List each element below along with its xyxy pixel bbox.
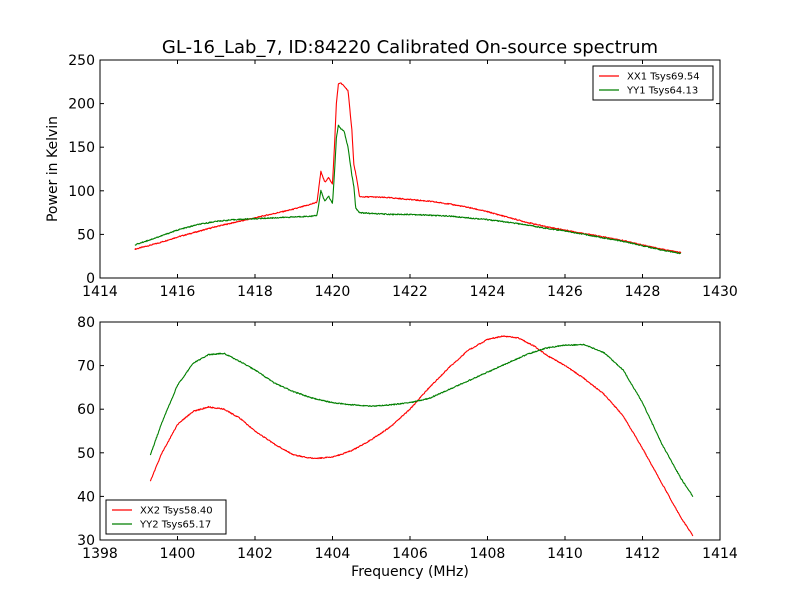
legend-entry-label: YY2 Tsys65.17 <box>139 520 211 531</box>
series-line-2 <box>149 343 694 498</box>
legend-entry-label: YY1 Tsys64.13 <box>626 86 698 97</box>
x-tick-label: 1416 <box>160 284 196 300</box>
series-line-1 <box>149 335 694 537</box>
y-tick-label: 70 <box>77 359 95 375</box>
y-tick-label: 80 <box>77 315 95 331</box>
x-tick-label: 1408 <box>470 546 506 562</box>
y-tick-label: 60 <box>77 402 95 418</box>
x-tick-label: 1428 <box>625 284 661 300</box>
x-tick-label: 1424 <box>470 284 506 300</box>
top-spectrum-panel: 1414 1416 1418 1420 1422 1424 1426 1428 1430 0 50 1… <box>45 53 738 300</box>
y-tick-label: 40 <box>77 489 95 505</box>
x-tick-label: 1414 <box>82 284 118 300</box>
y-tick-label: 250 <box>68 53 95 69</box>
x-tick-label: 1422 <box>392 284 428 300</box>
figure-title: GL-16_Lab_7, ID:84220 Calibrated On-sour… <box>162 37 658 58</box>
y-tick-label: 50 <box>77 446 95 462</box>
legend-entry-label: XX1 Tsys69.54 <box>627 72 700 83</box>
x-axis-label: Frequency (MHz) <box>351 564 469 580</box>
y-tick-label: 200 <box>68 97 95 113</box>
x-tick-label: 1412 <box>625 546 661 562</box>
legend-entry-label: XX2 Tsys58.40 <box>140 506 213 517</box>
x-tick-label: 1400 <box>160 546 196 562</box>
legend: XX2 Tsys58.40 YY2 Tsys65.17 <box>105 499 227 535</box>
x-tick-label: 1406 <box>392 546 428 562</box>
x-tick-label: 1420 <box>315 284 351 300</box>
y-tick-label: 50 <box>77 227 95 243</box>
x-tick-label: 1410 <box>547 546 583 562</box>
y-tick-label: 150 <box>68 140 95 156</box>
x-tick-label: 1414 <box>702 546 738 562</box>
x-tick-label: 1418 <box>237 284 273 300</box>
bottom-spectrum-panel: 1398 1400 1402 1404 1406 1408 1410 1412 1414 30 40… <box>77 315 738 580</box>
x-tick-label: 1398 <box>82 546 118 562</box>
x-tick-label: 1430 <box>702 284 738 300</box>
series-line-1 <box>134 82 682 254</box>
x-tick-label: 1402 <box>237 546 273 562</box>
y-tick-label: 0 <box>86 271 95 287</box>
y-axis-label: Power in Kelvin <box>45 116 61 222</box>
x-tick-label: 1426 <box>547 284 583 300</box>
x-tick-label: 1404 <box>315 546 351 562</box>
y-tick-label: 30 <box>77 533 95 549</box>
legend: XX1 Tsys69.54 YY1 Tsys64.13 <box>592 65 714 101</box>
y-tick-label: 100 <box>68 184 95 200</box>
series-line-2 <box>134 124 682 255</box>
